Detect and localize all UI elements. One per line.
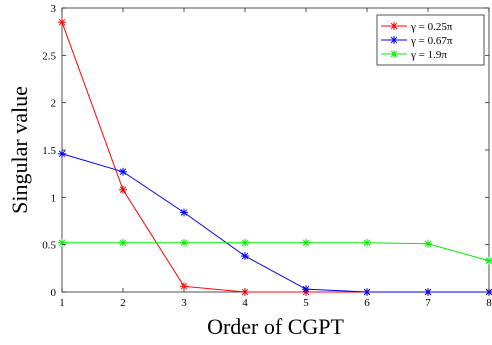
data-point [241,238,249,247]
marker-stroke [58,239,66,247]
x-tick-label: 3 [181,297,187,309]
marker-stroke [302,239,310,247]
marker-stroke [390,50,398,58]
legend-marker [390,50,398,58]
marker-stroke [180,283,188,290]
marker-stroke [119,239,127,247]
series-line [62,242,490,262]
marker-stroke [363,239,371,247]
marker-stroke [58,18,66,26]
series-2 [58,149,492,296]
y-tick-label: 1.5 [42,145,56,157]
y-tick-label: 1 [51,192,57,204]
series-3 [58,238,492,265]
marker-stroke [390,36,398,44]
data-point [363,238,371,247]
y-tick-label: 0.5 [42,240,56,252]
data-point [180,238,188,247]
data-point [180,208,188,217]
axis-ticks: 1 2 3 4 5 6 7 8 0 0.5 1 1.5 2 2.5 3 [42,3,492,309]
marker-stroke [58,150,66,158]
x-tick-label: 6 [364,297,370,309]
marker-stroke [119,168,127,176]
marker-stroke [180,239,188,247]
x-tick-label: 5 [303,297,309,309]
x-tick-label: 8 [486,297,492,309]
x-tick-label: 4 [242,297,248,309]
data-point [58,149,66,158]
data-point [485,256,492,265]
legend-label: γ = 0.67π [410,35,453,47]
legend-marker [390,36,398,44]
data-point [119,238,127,247]
marker-stroke [119,186,127,193]
x-axis-label: Order of CGPT [207,314,344,339]
data-point [58,238,66,247]
data-point [241,252,249,261]
marker-stroke [180,209,188,216]
data-point [424,239,432,248]
legend-box [376,14,485,66]
legend-label: γ = 1.9π [410,49,447,61]
y-tick-label: 0 [51,287,57,299]
y-tick-label: 2 [51,98,57,110]
legend-label: γ = 0.25π [410,21,453,33]
data-point [119,185,127,194]
legend: γ = 0.25π γ = 0.67π γ = 1.9π [376,14,485,66]
x-tick-label: 1 [59,297,65,309]
y-tick-label: 2.5 [42,50,56,62]
marker-stroke [241,252,249,260]
legend-marker [390,22,398,30]
marker-stroke [390,22,398,30]
data-point [119,167,127,176]
marker-stroke [241,239,249,247]
data-point [302,238,310,247]
series-line [61,153,489,293]
data-point [180,282,188,291]
legend-entry: γ = 0.67π [381,35,453,47]
legend-entry: γ = 1.9π [381,49,447,61]
y-tick-label: 3 [51,3,57,15]
legend-entry: γ = 0.25π [381,21,453,33]
data-point [58,18,66,27]
marker-stroke [485,257,492,264]
marker-stroke [424,240,432,247]
x-tick-label: 2 [120,297,126,309]
x-tick-label: 7 [425,297,431,309]
y-axis-label: Singular value [7,86,32,214]
